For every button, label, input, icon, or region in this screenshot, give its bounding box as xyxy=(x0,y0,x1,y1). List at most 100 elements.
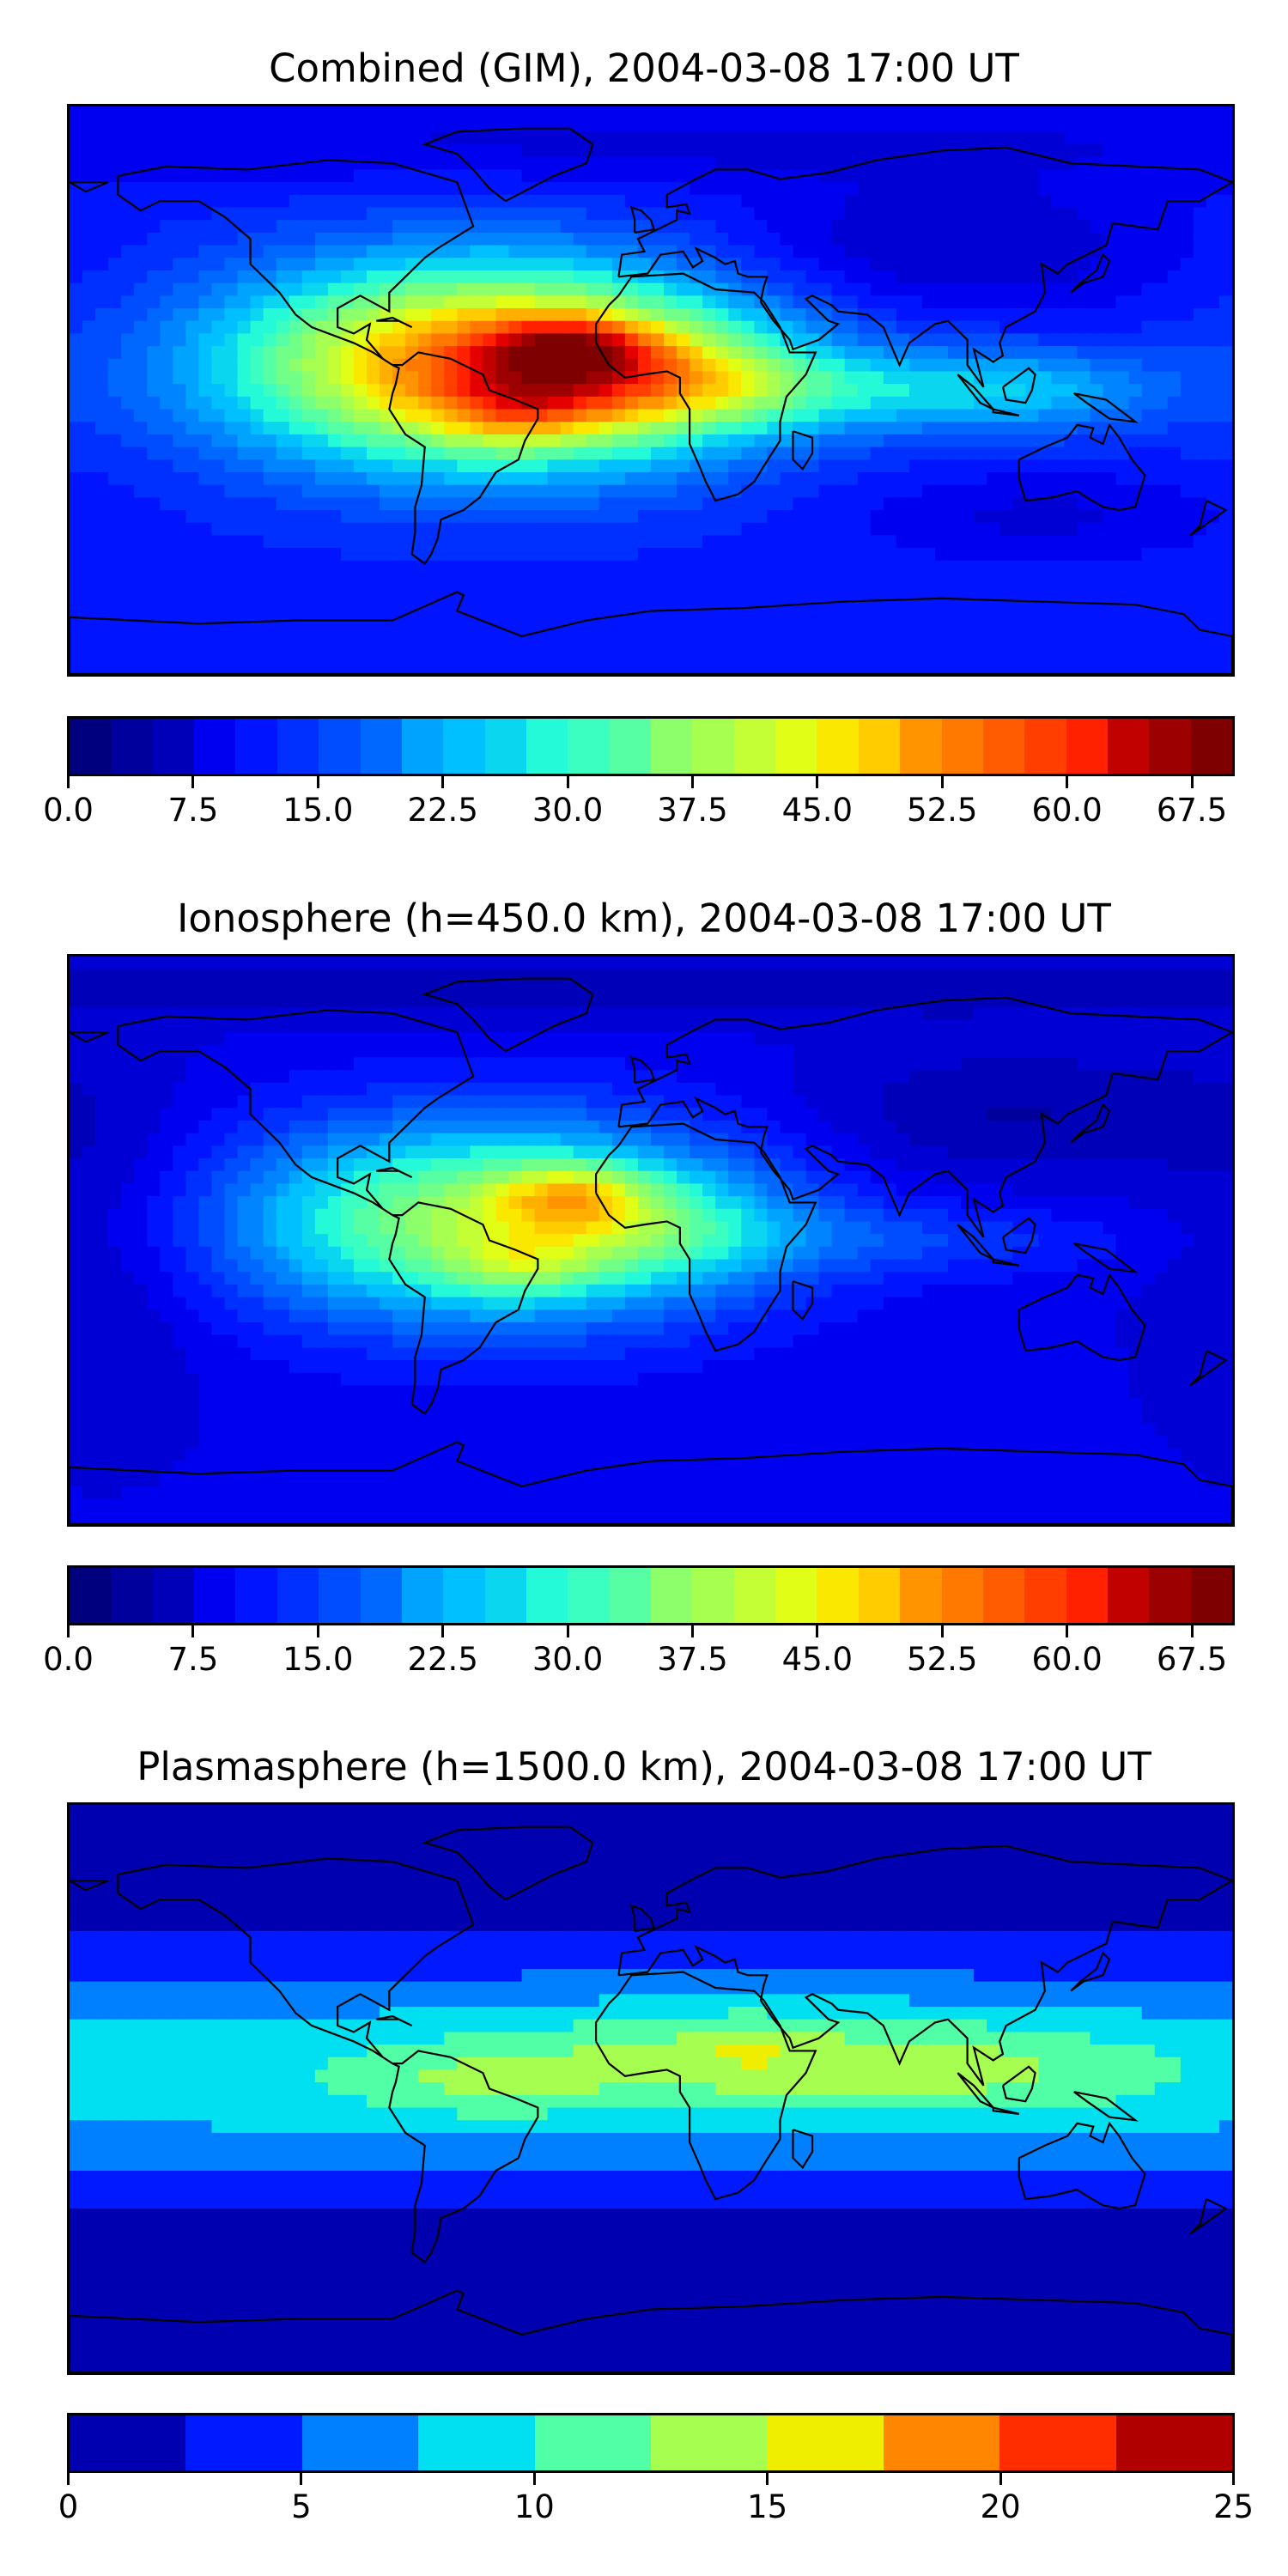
field-cell xyxy=(637,346,653,360)
field-cell xyxy=(1206,358,1221,373)
field-cell xyxy=(211,1019,226,1034)
field-cell xyxy=(250,969,264,983)
field-cell xyxy=(534,270,549,284)
field-cell xyxy=(380,207,394,222)
field-cell xyxy=(405,207,420,222)
field-cell xyxy=(598,471,613,486)
field-cell xyxy=(521,220,536,234)
field-cell xyxy=(1218,182,1232,196)
field-cell xyxy=(250,522,264,537)
field-cell xyxy=(431,957,446,970)
field-cell xyxy=(754,1044,769,1059)
field-cell xyxy=(160,598,174,612)
field-cell xyxy=(624,623,640,638)
field-cell xyxy=(896,358,911,373)
field-cell xyxy=(1128,434,1143,448)
field-cell xyxy=(314,333,330,348)
field-cell xyxy=(1180,144,1194,158)
field-cell xyxy=(108,471,123,486)
field-cell xyxy=(844,169,859,184)
field-cell xyxy=(547,981,562,996)
field-cell xyxy=(611,586,627,599)
field-cell xyxy=(974,994,988,1008)
field-cell xyxy=(728,207,743,222)
field-cell xyxy=(1154,981,1169,996)
field-cell xyxy=(211,245,226,259)
field-cell xyxy=(1051,169,1066,184)
field-cell xyxy=(573,283,587,297)
field-cell xyxy=(405,346,420,360)
field-cell xyxy=(999,611,1014,625)
field-cell xyxy=(1012,182,1027,196)
field-cell xyxy=(147,371,161,386)
field-cell xyxy=(715,510,730,524)
field-cell xyxy=(664,283,678,297)
field-cell xyxy=(95,1070,110,1084)
field-cell xyxy=(715,535,730,550)
field-cell xyxy=(418,497,433,512)
field-cell xyxy=(844,220,859,234)
field-cell xyxy=(560,459,574,474)
field-cell xyxy=(1193,1057,1208,1072)
field-cell xyxy=(1167,434,1182,448)
field-cell xyxy=(1154,106,1169,120)
field-cell xyxy=(547,1057,562,1072)
field-cell xyxy=(896,422,911,436)
field-cell xyxy=(1180,648,1194,663)
field-cell xyxy=(921,346,937,360)
field-cell xyxy=(664,560,678,574)
field-cell xyxy=(1025,548,1040,562)
field-cell xyxy=(457,535,471,550)
field-cell xyxy=(521,447,536,461)
field-cell xyxy=(444,320,459,335)
field-cell xyxy=(534,510,549,524)
field-cell xyxy=(185,308,200,322)
field-cell xyxy=(431,447,446,461)
field-cell xyxy=(534,207,549,222)
field-cell xyxy=(948,245,963,259)
field-cell xyxy=(508,661,523,674)
field-cell xyxy=(1128,573,1143,587)
field-cell xyxy=(134,207,149,222)
field-cell xyxy=(483,396,497,410)
field-cell xyxy=(1025,510,1040,524)
field-cell xyxy=(1090,106,1104,120)
field-cell xyxy=(921,283,937,297)
field-cell xyxy=(728,422,743,436)
field-cell xyxy=(340,118,355,133)
field-cell xyxy=(147,308,161,322)
field-cell xyxy=(534,232,549,246)
field-cell xyxy=(185,981,200,996)
field-cell xyxy=(237,220,252,234)
field-cell xyxy=(948,333,963,348)
field-cell xyxy=(598,447,613,461)
field-cell xyxy=(534,371,549,386)
field-cell xyxy=(741,611,756,625)
field-cell xyxy=(948,497,963,512)
field-cell xyxy=(690,1006,704,1021)
field-cell xyxy=(327,131,343,146)
field-cell xyxy=(1090,548,1104,562)
field-cell xyxy=(573,981,587,996)
field-cell xyxy=(353,994,368,1008)
field-cell xyxy=(405,371,420,386)
field-cell xyxy=(108,346,123,360)
field-cell xyxy=(1154,586,1169,599)
field-cell xyxy=(573,207,587,222)
field-cell xyxy=(611,333,627,348)
field-cell xyxy=(483,232,497,246)
field-cell xyxy=(70,358,84,373)
field-cell xyxy=(1193,661,1208,674)
field-cell xyxy=(198,434,213,448)
field-cell xyxy=(728,434,743,448)
field-cell xyxy=(147,994,161,1008)
field-cell xyxy=(831,548,846,562)
field-cell xyxy=(470,484,484,499)
field-cell xyxy=(624,648,640,663)
field-cell xyxy=(987,635,1001,650)
field-cell xyxy=(974,169,988,184)
field-cell xyxy=(1090,598,1104,612)
field-cell xyxy=(444,484,459,499)
field-cell xyxy=(702,358,717,373)
field-cell xyxy=(327,548,343,562)
